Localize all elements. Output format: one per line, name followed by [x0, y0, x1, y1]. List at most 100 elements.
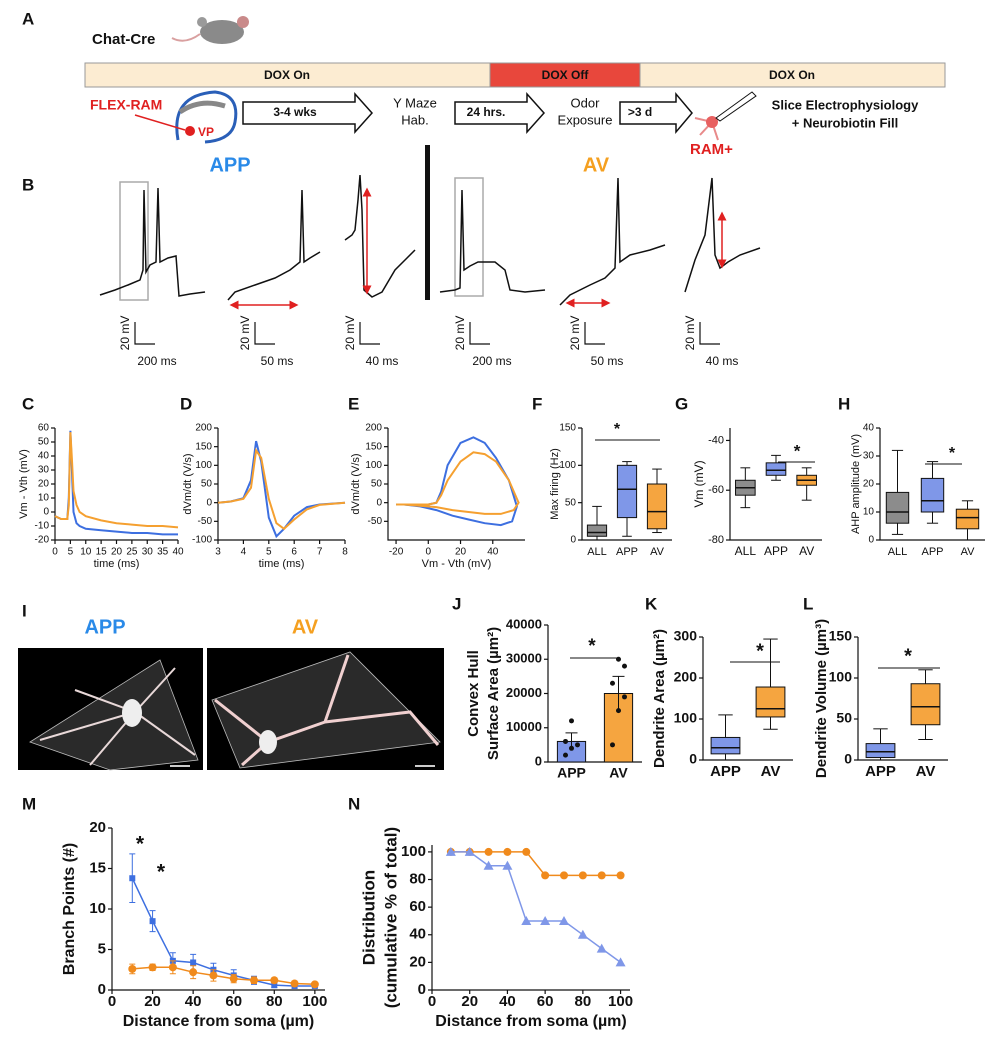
data-point	[563, 752, 568, 758]
x-axis-title: time (ms)	[259, 558, 305, 570]
y-tick-label: 50	[371, 479, 383, 490]
x-tick-label: 30	[142, 547, 154, 558]
marker	[290, 979, 299, 988]
x-tick-label: AV	[650, 546, 665, 558]
marker	[445, 846, 456, 856]
y-tick-label: 20	[38, 479, 50, 490]
y-axis-title: Convex Hull	[465, 650, 482, 737]
box	[920, 477, 945, 513]
brain-icon	[134, 90, 238, 144]
x-tick-label: 20	[461, 993, 478, 1010]
data-point	[610, 742, 615, 748]
scale-bar	[134, 322, 155, 345]
marker	[310, 980, 319, 989]
virus-label: FLEX-RAM	[90, 97, 162, 113]
box	[765, 462, 787, 476]
y-tick-label: 200	[674, 669, 698, 685]
y-tick-label: 40	[409, 926, 426, 943]
scale-label: 200 ms	[472, 354, 511, 368]
scale-bar	[359, 322, 380, 345]
box	[616, 464, 638, 519]
scale-label: 20 mV	[683, 316, 697, 351]
marker	[616, 871, 625, 880]
panel-label: E	[348, 394, 359, 413]
arrow	[454, 92, 546, 134]
stage-label: Odor	[571, 95, 601, 110]
y-tick-label: -20	[35, 535, 50, 546]
x-tick-label: AV	[916, 763, 936, 780]
x-tick-label: APP	[557, 765, 586, 781]
x-tick-label: AV	[609, 765, 628, 781]
y-tick-label: 0	[206, 497, 212, 508]
x-tick-label: 15	[96, 547, 108, 558]
y-tick-label: -50	[198, 516, 213, 527]
panel-label: D	[180, 394, 192, 413]
y-tick-label: 60	[409, 898, 426, 915]
marker	[148, 963, 157, 972]
panel-label: B	[22, 175, 34, 194]
stage-label: Exposure	[558, 112, 613, 127]
marker	[578, 871, 587, 880]
dox-label: DOX Off	[542, 68, 590, 82]
box	[910, 683, 941, 726]
marker	[149, 918, 156, 925]
box	[755, 686, 786, 718]
y-axis-title: Max firing (Hz)	[549, 448, 561, 520]
scale-bar	[584, 322, 605, 345]
x-tick-label: 10	[80, 547, 92, 558]
y-tick-label: -50	[368, 516, 383, 527]
x-axis-title: time (ms)	[94, 558, 140, 570]
divider	[425, 145, 430, 300]
y-tick-label: 300	[674, 628, 698, 644]
panel-label: H	[838, 394, 850, 413]
significance: *	[904, 645, 912, 667]
y-tick-label: 0	[868, 535, 874, 546]
data-point	[616, 656, 621, 662]
y-axis-title: Dendrite Volume (µm³)	[813, 619, 830, 778]
y-tick-label: 100	[829, 669, 853, 685]
group-label: AV	[292, 616, 319, 638]
significance: *	[794, 441, 801, 460]
series-line	[131, 877, 315, 987]
marker	[522, 847, 531, 856]
x-tick-label: AV	[961, 546, 976, 558]
y-tick-label: 20	[863, 479, 875, 490]
region-label: VP	[198, 125, 214, 139]
marker	[502, 860, 513, 870]
box	[586, 524, 608, 537]
data-point	[569, 718, 574, 724]
panel-label: A	[22, 9, 34, 28]
stage-label: Slice Electrophysiology	[772, 97, 919, 112]
y-tick-label: 50	[565, 497, 577, 508]
box	[710, 736, 741, 755]
x-tick-label: APP	[616, 546, 638, 558]
y-tick-label: 50	[836, 710, 852, 726]
y-tick-label: 20	[409, 953, 426, 970]
marker	[250, 976, 258, 985]
scale-label: 40 ms	[366, 354, 399, 368]
y-tick-label: 50	[38, 437, 50, 448]
y-tick-label: 30	[863, 451, 875, 462]
y-tick-label: 200	[365, 423, 382, 434]
marker	[270, 976, 279, 985]
marker	[559, 915, 569, 925]
x-tick-label: APP	[710, 763, 741, 780]
step-label: 3-4 wks	[273, 105, 317, 119]
y-tick-label: -80	[708, 534, 724, 546]
x-tick-label: APP	[921, 546, 943, 558]
group-label: APP	[209, 154, 250, 176]
scale-label: 20 mV	[118, 316, 132, 351]
y-tick-label: 100	[559, 460, 576, 471]
y-tick-label: 30	[38, 465, 50, 476]
trace	[227, 189, 321, 301]
panel-label: N	[348, 794, 360, 813]
marker	[521, 915, 532, 925]
x-tick-label: 25	[126, 547, 138, 558]
y-tick-label: 100	[195, 460, 212, 471]
y-tick-label: 100	[674, 710, 698, 726]
y-tick-label: 40	[38, 451, 50, 462]
y-tick-label: 40000	[506, 616, 542, 631]
x-tick-label: 5	[68, 547, 74, 558]
